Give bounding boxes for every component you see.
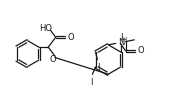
Text: O: O [137, 46, 144, 55]
Text: O: O [67, 33, 74, 42]
Text: H: H [122, 37, 127, 43]
Text: I: I [120, 33, 123, 42]
Text: I: I [98, 63, 100, 72]
Text: N: N [118, 38, 124, 47]
Text: I: I [90, 78, 92, 87]
Text: O: O [50, 55, 56, 64]
Text: HO: HO [39, 24, 52, 33]
